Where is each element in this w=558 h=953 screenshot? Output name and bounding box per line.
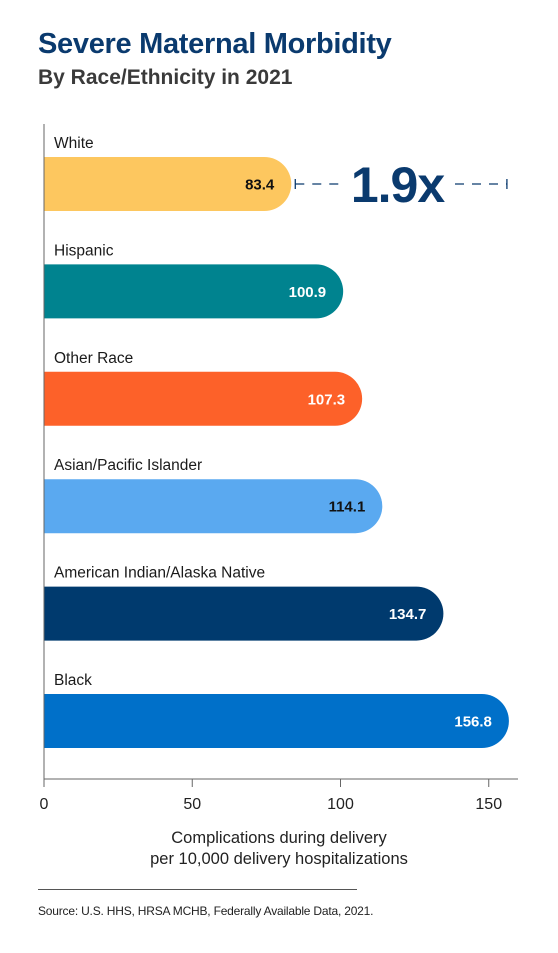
chart-subtitle: By Race/Ethnicity in 2021 xyxy=(38,66,293,89)
bar-value-label-1: 83.4 xyxy=(245,177,275,194)
bar-value-label-4: 114.1 xyxy=(329,499,366,516)
category-label-3: Other Race xyxy=(54,350,133,367)
bar-6 xyxy=(44,694,509,748)
bar-value-label-2: 100.9 xyxy=(289,284,327,301)
bar-value-label-6: 156.8 xyxy=(454,714,492,731)
category-label-1: White xyxy=(54,135,94,152)
category-label-4: Asian/Pacific Islander xyxy=(54,457,202,474)
x-tick-label-2: 50 xyxy=(183,796,201,813)
category-label-5: American Indian/Alaska Native xyxy=(54,565,265,582)
source-note: Source: U.S. HHS, HRSA MCHB, Federally A… xyxy=(38,904,374,918)
category-label-6: Black xyxy=(54,672,92,689)
ratio-annotation: 1.9x xyxy=(351,157,446,213)
bar-2 xyxy=(44,264,344,319)
category-label-2: Hispanic xyxy=(54,242,114,259)
x-axis-label-line-1: Complications during delivery xyxy=(171,829,387,847)
x-tick-label-4: 150 xyxy=(475,796,502,813)
bar-value-label-5: 134.7 xyxy=(389,606,427,623)
x-axis-label-line-2: per 10,000 delivery hospitalizations xyxy=(150,850,408,868)
x-axis-label: Complications during delivery per 10,000… xyxy=(0,828,558,870)
bar-chart: White 83.4 Hispanic 100.9 Other Race 107.3 Asi… xyxy=(40,124,518,813)
x-tick-label-1: 0 xyxy=(40,796,49,813)
chart-title: Severe Maternal Morbidity xyxy=(38,28,392,60)
x-tick-label-3: 100 xyxy=(327,796,354,813)
bar-4 xyxy=(44,479,383,534)
bar-1 xyxy=(44,157,292,211)
source-divider xyxy=(38,889,357,890)
bar-3 xyxy=(44,371,363,426)
bar-5 xyxy=(44,586,444,641)
bar-value-label-3: 107.3 xyxy=(308,391,346,408)
